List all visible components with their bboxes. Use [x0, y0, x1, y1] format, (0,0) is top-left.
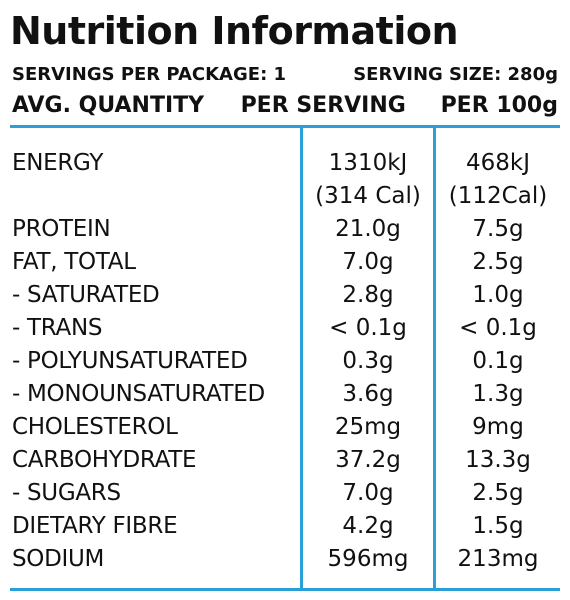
per-serving-value: 21.0g: [335, 216, 401, 242]
bottom-divider: [10, 588, 560, 591]
per-100g-value: 13.3g: [465, 447, 531, 473]
per-serving-cal: (314 Cal): [315, 183, 421, 209]
header-per-100g: PER 100g: [440, 93, 558, 118]
per-100g-value: 468kJ (112Cal): [436, 147, 560, 213]
per-serving-value: 3.6g: [342, 381, 394, 407]
per-serving-value: 4.2g: [342, 513, 394, 539]
nutrient-label: DIETARY FIBRE: [12, 513, 178, 539]
header-per-serving: PER SERVING: [240, 93, 406, 118]
per-100g-value: 1.5g: [472, 513, 524, 539]
per-serving-value: 0.3g: [342, 348, 394, 374]
per-serving-value: 7.0g: [342, 480, 394, 506]
nutrient-label: PROTEIN: [12, 216, 111, 242]
per-serving-value: < 0.1g: [329, 315, 407, 341]
nutrient-label: - MONOUNSATURATED: [12, 381, 265, 407]
servings-per-package: SERVINGS PER PACKAGE: 1: [12, 64, 287, 85]
nutrient-row-protein: PROTEIN 21.0g 7.5g: [0, 213, 570, 246]
per-serving-value: 25mg: [334, 414, 402, 440]
nutrient-label: CHOLESTEROL: [12, 414, 178, 440]
serving-info-row: SERVINGS PER PACKAGE: 1 SERVING SIZE: 28…: [12, 63, 558, 87]
nutrient-row-dietary-fibre: DIETARY FIBRE 4.2g 1.5g: [0, 510, 570, 543]
nutrient-row-fat-total: FAT, TOTAL 7.0g 2.5g: [0, 246, 570, 279]
nutrient-row-sugars: - SUGARS 7.0g 2.5g: [0, 477, 570, 510]
column-divider-2: [433, 128, 436, 588]
nutrient-label: ENERGY: [12, 150, 104, 176]
header-avg-quantity: AVG. QUANTITY: [12, 93, 205, 118]
per-serving-value: 7.0g: [342, 249, 394, 275]
panel-title: Nutrition Information: [10, 9, 459, 53]
nutrient-row-saturated: - SATURATED 2.8g 1.0g: [0, 279, 570, 312]
nutrient-label: SODIUM: [12, 546, 105, 572]
per-100g-kj: 468kJ: [465, 150, 530, 176]
per-serving-value: 37.2g: [335, 447, 401, 473]
nutrient-label: - TRANS: [12, 315, 103, 341]
nutrient-row-carbohydrate: CARBOHYDRATE 37.2g 13.3g: [0, 444, 570, 477]
nutrient-row-polyunsaturated: - POLYUNSATURATED 0.3g 0.1g: [0, 345, 570, 378]
nutrient-rows: ENERGY 1310kJ (314 Cal) 468kJ (112Cal) P…: [0, 147, 570, 576]
per-100g-value: 0.1g: [472, 348, 524, 374]
nutrient-row-monounsaturated: - MONOUNSATURATED 3.6g 1.3g: [0, 378, 570, 411]
per-100g-value: 7.5g: [472, 216, 524, 242]
per-serving-value: 596mg: [327, 546, 409, 572]
per-100g-value: < 0.1g: [459, 315, 537, 341]
nutrient-label: - SUGARS: [12, 480, 121, 506]
column-divider-1: [300, 128, 303, 588]
column-header-row: AVG. QUANTITY PER SERVING PER 100g: [12, 91, 558, 121]
per-100g-value: 213mg: [457, 546, 539, 572]
per-100g-value: 2.5g: [472, 480, 524, 506]
top-divider: [10, 125, 560, 128]
nutrient-row-energy: ENERGY 1310kJ (314 Cal) 468kJ (112Cal): [0, 147, 570, 213]
per-100g-cal: (112Cal): [448, 183, 548, 209]
nutrient-label: CARBOHYDRATE: [12, 447, 197, 473]
per-serving-kj: 1310kJ: [328, 150, 408, 176]
nutrient-row-trans: - TRANS < 0.1g < 0.1g: [0, 312, 570, 345]
nutrient-row-sodium: SODIUM 596mg 213mg: [0, 543, 570, 576]
per-100g-value: 1.0g: [472, 282, 524, 308]
per-serving-value: 2.8g: [342, 282, 394, 308]
nutrient-label: - SATURATED: [12, 282, 160, 308]
nutrient-label: FAT, TOTAL: [12, 249, 136, 275]
nutrient-row-cholesterol: CHOLESTEROL 25mg 9mg: [0, 411, 570, 444]
per-100g-value: 9mg: [472, 414, 524, 440]
per-100g-value: 1.3g: [472, 381, 524, 407]
nutrient-label: - POLYUNSATURATED: [12, 348, 248, 374]
per-serving-value: 1310kJ (314 Cal): [303, 147, 433, 213]
serving-size: SERVING SIZE: 280g: [353, 64, 558, 85]
per-100g-value: 2.5g: [472, 249, 524, 275]
